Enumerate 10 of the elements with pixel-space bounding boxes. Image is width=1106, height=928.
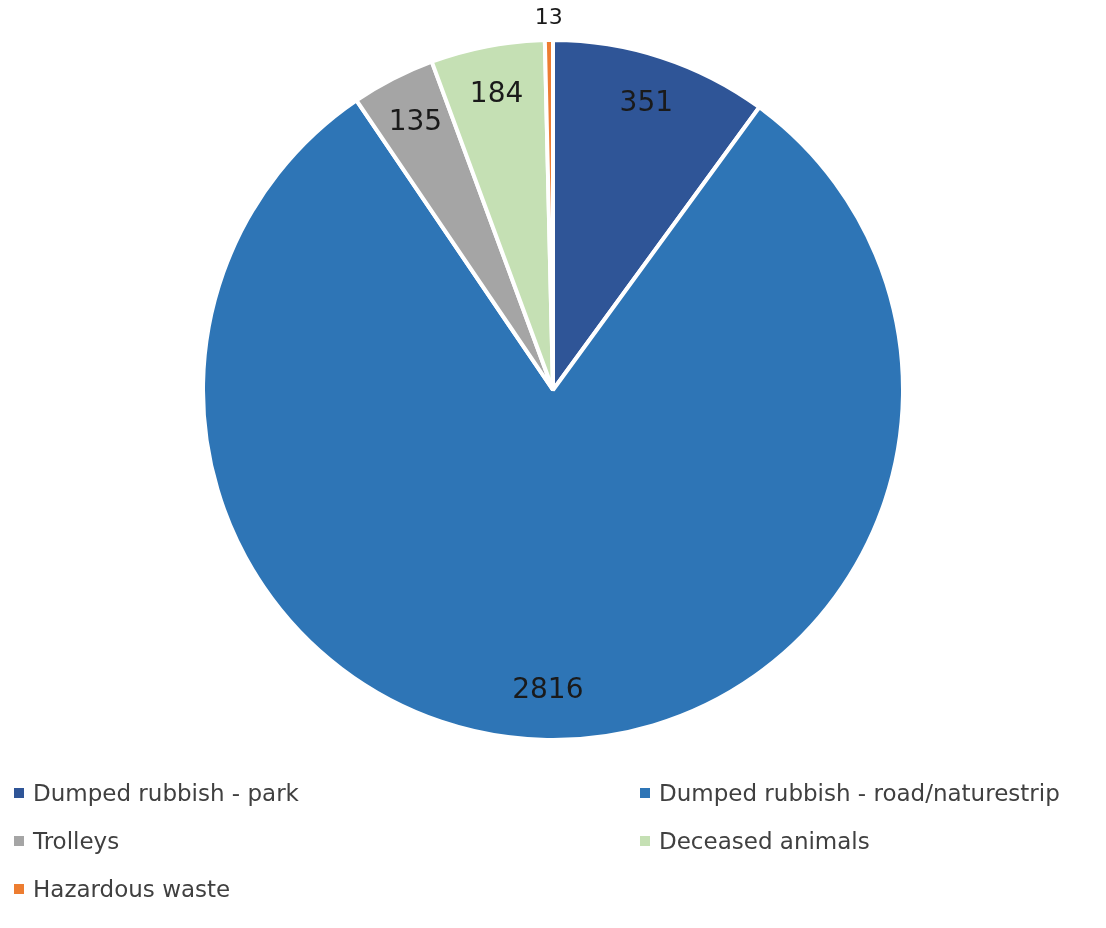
legend-label: Hazardous waste	[32, 876, 232, 902]
data-label: 351	[619, 85, 674, 119]
legend-label: Dumped rubbish - park	[32, 780, 300, 806]
data-label: 135	[388, 103, 443, 137]
legend-label: Deceased animals	[658, 828, 871, 854]
legend-label: Dumped rubbish - road/naturestrip	[658, 780, 1061, 806]
legend-label: Trolleys	[32, 828, 121, 854]
data-label: 13	[534, 3, 563, 29]
data-label: 184	[469, 75, 524, 109]
data-label: 2816	[512, 672, 584, 706]
